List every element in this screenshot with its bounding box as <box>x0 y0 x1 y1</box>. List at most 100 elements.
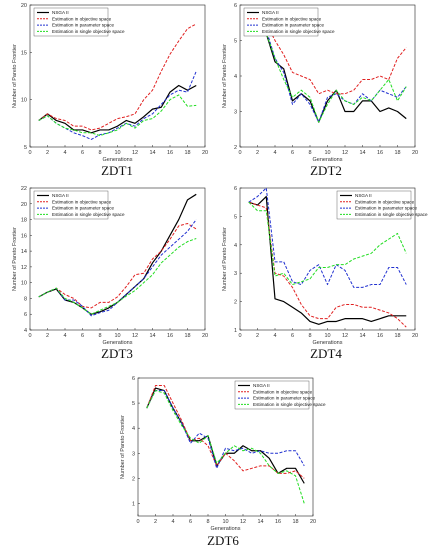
y-tick-label: 10 <box>21 281 27 287</box>
legend-entry: Estimation in single objective space <box>355 212 428 217</box>
y-tick-label: 6 <box>234 186 237 192</box>
y-tick-label: 2 <box>234 300 237 306</box>
legend-entry: Estimation in parameter space <box>52 206 114 211</box>
legend-entry: Estimation in single objective space <box>52 29 125 34</box>
series-line-3 <box>38 238 197 315</box>
y-tick-label: 2 <box>132 476 135 482</box>
x-tick-label: 8 <box>98 150 101 156</box>
chart-title: ZDT4 <box>310 346 342 361</box>
y-axis-label: Number of Pareto Frontier <box>222 227 228 291</box>
series-line-3 <box>248 18 407 123</box>
legend-entry: Estimation in objective space <box>52 16 112 21</box>
legend-entry: Estimation in objective space <box>355 199 415 204</box>
series-line-1 <box>38 23 197 131</box>
series-line-3 <box>248 201 407 286</box>
chart-zdt2: 0 2 4 6 8 10 12 14 16 18 2023456GenerationsNumber … <box>222 3 418 178</box>
x-tick-label: 12 <box>342 150 348 156</box>
legend-entry: NSGA II <box>52 193 69 198</box>
x-tick-label: 4 <box>171 519 174 525</box>
x-tick-label: 4 <box>273 333 276 339</box>
series-line-2 <box>248 187 407 288</box>
x-tick-label: 8 <box>308 333 311 339</box>
x-tick-label: 2 <box>46 150 49 156</box>
y-tick-label: 5 <box>24 145 27 151</box>
y-tick-label: 6 <box>24 312 27 318</box>
x-tick-label: 6 <box>81 333 84 339</box>
y-tick-label: 6 <box>132 376 135 382</box>
x-tick-label: 16 <box>275 519 281 525</box>
y-tick-label: 8 <box>24 296 27 302</box>
x-tick-label: 0 <box>28 333 31 339</box>
x-tick-label: 18 <box>292 519 298 525</box>
x-tick-label: 2 <box>256 333 259 339</box>
chart-zdt6: 0 2 4 6 8 10 12 14 16 18 20123456GenerationsNumber… <box>120 376 326 548</box>
x-tick-label: 2 <box>154 519 157 525</box>
x-tick-label: 16 <box>377 333 383 339</box>
y-tick-label: 2 <box>234 145 237 151</box>
legend-entry: Estimation in objective space <box>253 389 313 394</box>
y-tick-label: 5 <box>132 401 135 407</box>
legend-entry: NSGA II <box>355 193 372 198</box>
y-tick-label: 3 <box>234 110 237 116</box>
chart-title: ZDT3 <box>101 346 133 361</box>
chart-title: ZDT6 <box>207 533 239 548</box>
y-tick-label: 20 <box>21 202 27 208</box>
y-tick-label: 22 <box>21 186 27 192</box>
x-tick-label: 14 <box>257 519 263 525</box>
y-tick-label: 18 <box>21 218 27 224</box>
legend-entry: Estimation in parameter space <box>355 206 417 211</box>
legend-entry: Estimation in objective space <box>52 199 112 204</box>
x-tick-label: 16 <box>167 333 173 339</box>
legend-entry: Estimation in parameter space <box>262 23 324 28</box>
x-tick-label: 18 <box>394 150 400 156</box>
x-tick-label: 10 <box>324 150 330 156</box>
x-tick-label: 4 <box>63 333 66 339</box>
y-axis-label: Number of Pareto Frontier <box>12 44 18 108</box>
x-axis-label: Generations <box>313 157 343 163</box>
x-tick-label: 14 <box>149 150 155 156</box>
legend-entry: Estimation in objective space <box>262 16 322 21</box>
series-line-1 <box>38 223 197 309</box>
y-tick-label: 10 <box>21 98 27 104</box>
legend-entry: NSGA II <box>52 10 69 15</box>
series-line-1 <box>248 11 407 95</box>
x-tick-label: 8 <box>206 519 209 525</box>
legend-entry: Estimation in single objective space <box>52 212 125 217</box>
x-tick-label: 6 <box>291 150 294 156</box>
x-tick-label: 10 <box>324 333 330 339</box>
x-tick-label: 20 <box>412 150 418 156</box>
series-line-3 <box>146 390 305 504</box>
y-axis-label: Number of Pareto Frontier <box>120 415 126 479</box>
x-axis-label: Generations <box>103 157 133 163</box>
y-tick-label: 4 <box>24 328 27 334</box>
x-tick-label: 2 <box>46 333 49 339</box>
x-axis-label: Generations <box>103 340 133 346</box>
chart-zdt4: 0 2 4 6 8 10 12 14 16 18 20123456GenerationsNumber… <box>222 186 428 361</box>
x-tick-label: 14 <box>149 333 155 339</box>
y-tick-label: 14 <box>21 249 27 255</box>
series-line-2 <box>146 390 305 469</box>
x-tick-label: 20 <box>202 333 208 339</box>
legend-entry: Estimation in single objective space <box>262 29 335 34</box>
legend-entry: NSGA II <box>262 10 279 15</box>
y-tick-label: 4 <box>132 426 135 432</box>
x-axis-label: Generations <box>211 526 241 532</box>
y-tick-label: 5 <box>234 214 237 220</box>
x-tick-label: 18 <box>394 333 400 339</box>
x-tick-label: 14 <box>359 150 365 156</box>
chart-title: ZDT2 <box>310 163 342 178</box>
y-tick-label: 4 <box>234 74 237 80</box>
series-line-2 <box>38 71 197 140</box>
x-tick-label: 4 <box>273 150 276 156</box>
legend-entry: Estimation in parameter space <box>52 23 114 28</box>
x-tick-label: 6 <box>81 150 84 156</box>
series-line-0 <box>248 11 407 123</box>
x-tick-label: 0 <box>28 150 31 156</box>
series-line-2 <box>38 219 197 317</box>
y-tick-label: 4 <box>234 243 237 249</box>
x-tick-label: 10 <box>222 519 228 525</box>
